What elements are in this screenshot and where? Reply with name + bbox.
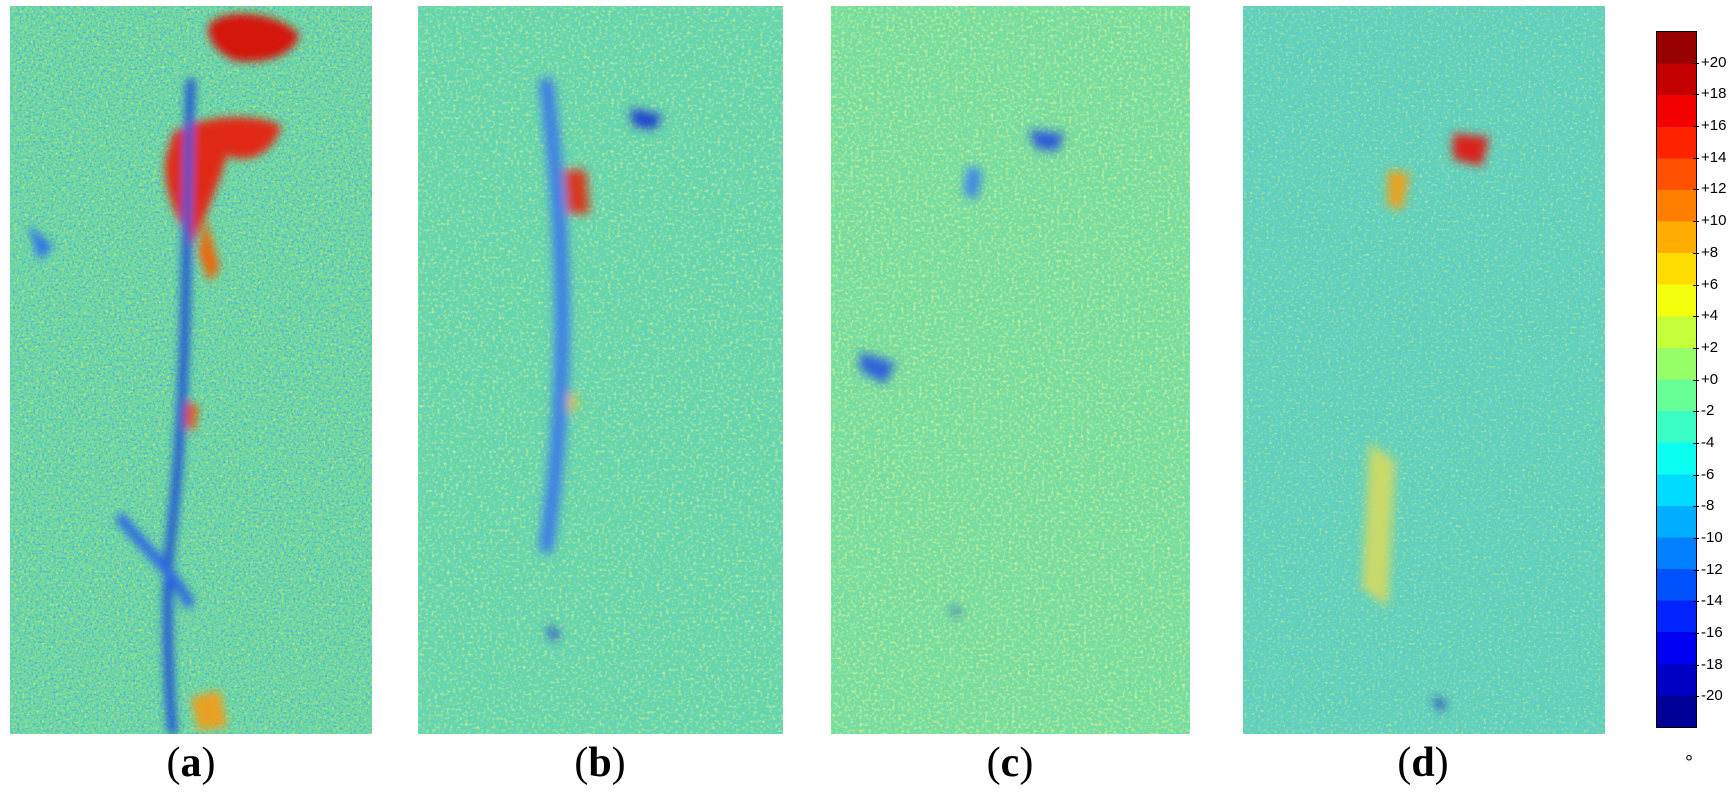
colorbar-tick-label: +6 xyxy=(1701,275,1719,293)
colorbar-tick: -12 xyxy=(1693,561,1727,578)
colorbar-tick-label: -2 xyxy=(1701,402,1715,420)
colorbar-tick-label: +4 xyxy=(1701,307,1719,325)
colorbar-tick: +10 xyxy=(1693,212,1727,229)
colorbar-tick-label: +12 xyxy=(1701,180,1727,198)
colorbar-tick: -10 xyxy=(1693,529,1727,546)
hot-spots-b xyxy=(538,77,663,643)
colorbar-tick: -14 xyxy=(1693,592,1727,609)
colorbar xyxy=(1656,31,1697,728)
colorbar-tick-mark xyxy=(1693,189,1699,191)
colorbar-tick: +6 xyxy=(1693,276,1727,293)
colorbar-tick-label: +16 xyxy=(1701,117,1727,134)
colorbar-tick: +12 xyxy=(1693,180,1727,197)
colorbar-tick-label: +8 xyxy=(1701,243,1719,261)
colorbar-tick-mark xyxy=(1693,601,1699,603)
colorbar-tick-mark xyxy=(1693,506,1699,508)
colorbar-tick-mark xyxy=(1693,284,1699,286)
colorbar-tick-label: -20 xyxy=(1701,687,1723,705)
colorbar-tick-mark xyxy=(1693,126,1699,127)
colorbar-tick-label: +10 xyxy=(1701,212,1727,230)
colorbar-tick-mark xyxy=(1693,94,1699,96)
colorbar-tick-mark xyxy=(1693,664,1699,666)
panel-label-c: (c) xyxy=(986,740,1034,786)
colorbar-tick-label: -12 xyxy=(1701,560,1723,578)
colorbar-tick: -4 xyxy=(1693,434,1727,451)
map-panel-a xyxy=(10,6,372,734)
colorbar-tick: -20 xyxy=(1693,687,1727,704)
colorbar-tick-mark xyxy=(1693,474,1699,476)
hot-spots-a xyxy=(28,13,300,734)
colorbar-tick-mark xyxy=(1693,633,1699,634)
colorbar-tick-label: +0 xyxy=(1701,370,1719,388)
colorbar-tick-label: +20 xyxy=(1701,53,1727,71)
colorbar-tick-mark xyxy=(1693,157,1699,159)
hot-spots-c xyxy=(859,129,1065,618)
colorbar-tick: +4 xyxy=(1693,307,1727,324)
colorbar-tick-label: -10 xyxy=(1701,528,1723,546)
colorbar-tick: +0 xyxy=(1693,371,1727,388)
colorbar-tick: +16 xyxy=(1693,117,1727,134)
colorbar-tick-mark xyxy=(1693,316,1699,318)
deformation-map-c xyxy=(831,6,1190,734)
panel-label-b: (b) xyxy=(574,740,626,786)
colorbar-tick-mark xyxy=(1693,569,1699,571)
colorbar-tick-label: -4 xyxy=(1701,433,1715,451)
colorbar-tick: -18 xyxy=(1693,656,1727,673)
colorbar-tick-label: -14 xyxy=(1701,592,1723,610)
colorbar-tick: +14 xyxy=(1693,149,1727,166)
colorbar-tick-label: -6 xyxy=(1701,465,1715,483)
colorbar-tick-mark xyxy=(1693,252,1699,254)
colorbar-tick: +2 xyxy=(1693,339,1727,356)
deformation-map-d xyxy=(1243,6,1605,734)
colorbar-tick-label: +2 xyxy=(1701,338,1719,356)
colorbar-tick: +20 xyxy=(1693,54,1727,71)
colorbar-tick: +8 xyxy=(1693,244,1727,261)
colorbar-tick: -2 xyxy=(1693,402,1727,419)
hot-spots-d xyxy=(1362,133,1490,713)
colorbar-unit: ° xyxy=(1685,752,1693,774)
colorbar-tick-label: +18 xyxy=(1701,85,1727,103)
colorbar-tick: -6 xyxy=(1693,466,1727,483)
colorbar-tick-mark xyxy=(1693,537,1699,539)
deformation-map-a xyxy=(10,6,372,734)
deformation-map-b xyxy=(418,6,783,734)
map-panel-d xyxy=(1243,6,1605,734)
colorbar-tick-label: -16 xyxy=(1701,624,1723,641)
panel-label-a: (a) xyxy=(166,740,216,786)
colorbar-tick-mark xyxy=(1693,696,1699,698)
map-panel-b xyxy=(418,6,783,734)
colorbar-tick-label: -8 xyxy=(1701,497,1715,515)
colorbar-tick-mark xyxy=(1693,379,1699,381)
colorbar-tick-mark xyxy=(1693,221,1699,223)
colorbar-tick-label: -18 xyxy=(1701,655,1723,673)
colorbar-tick-mark xyxy=(1693,347,1699,349)
colorbar-tick-mark xyxy=(1693,62,1699,64)
colorbar-tick-mark xyxy=(1693,442,1699,444)
colorbar-tick-label: +14 xyxy=(1701,148,1727,166)
colorbar-tick: -8 xyxy=(1693,497,1727,514)
map-panel-c xyxy=(831,6,1190,734)
panel-label-d: (d) xyxy=(1397,740,1449,786)
colorbar-tick: -16 xyxy=(1693,624,1727,641)
colorbar-tick-mark xyxy=(1693,411,1699,413)
colorbar-tick: +18 xyxy=(1693,85,1727,102)
